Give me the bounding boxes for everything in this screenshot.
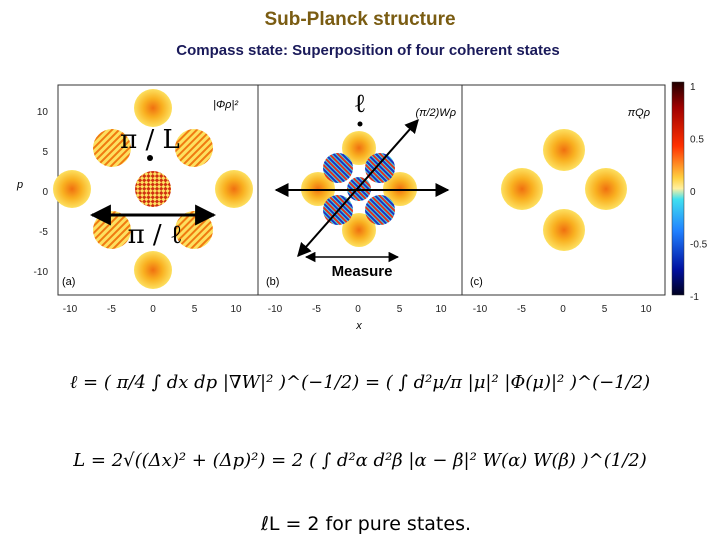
- y-tick-label: 0: [42, 187, 48, 198]
- annotation: π / ℓ: [128, 220, 183, 250]
- panel-a-image: [53, 89, 253, 289]
- annotation: Measure: [332, 263, 393, 280]
- x-tick-label: -5: [312, 304, 321, 315]
- annotation: π / L: [120, 125, 180, 155]
- x-tick-label: -10: [473, 304, 488, 315]
- panel-label: (a): [62, 276, 75, 288]
- x-tick-label: 10: [230, 304, 242, 315]
- x-tick-label: 5: [192, 304, 198, 315]
- colorbar-tick-label: 0.5: [690, 135, 704, 146]
- y-tick-label: -10: [34, 267, 49, 278]
- x-tick-label: -10: [63, 304, 78, 315]
- subtitle: Compass state: Superposition of four coh…: [176, 42, 559, 59]
- panel-c-image: [501, 129, 627, 251]
- y-tick-label: 5: [42, 147, 48, 158]
- y-tick-label: 10: [37, 107, 49, 118]
- equation: ℓ = ( π/4 ∫ dx dp |∇W|² )^(−1/2) = ( ∫ d…: [70, 372, 650, 393]
- annotation: ℓ: [354, 89, 366, 119]
- x-tick-label: 5: [397, 304, 403, 315]
- equation: ℓL = 2 for pure states.: [260, 513, 471, 535]
- panel-quantity: πQρ: [628, 107, 650, 119]
- x-tick-label: -5: [517, 304, 526, 315]
- x-tick-label: 5: [602, 304, 608, 315]
- x-axis-label: x: [355, 320, 362, 332]
- colorbar-tick-label: -0.5: [690, 240, 708, 251]
- panel-quantity: |Φρ|²: [213, 99, 238, 111]
- panel-label: (b): [266, 276, 279, 288]
- y-axis-label: p: [16, 179, 23, 191]
- colorbar-tick-label: -1: [690, 292, 699, 303]
- dot: [147, 155, 153, 161]
- x-tick-label: 10: [640, 304, 652, 315]
- x-tick-label: -10: [268, 304, 283, 315]
- x-tick-label: 0: [560, 304, 566, 315]
- panel-quantity: (π/2)Wρ: [415, 107, 456, 119]
- y-tick-label: -5: [39, 227, 48, 238]
- x-tick-label: -5: [107, 304, 116, 315]
- figure: π / L π / ℓ ℓ Measure |Φρ|² (π/2)Wρ πQρ …: [16, 81, 685, 332]
- colorbar-tick-label: 0: [690, 187, 696, 198]
- panel-label: (c): [470, 276, 483, 288]
- panel-frame: [461, 84, 666, 296]
- title: Sub-Planck structure: [264, 9, 455, 30]
- equation: L = 2√((Δx)² + (Δp)²) = 2 ( ∫ d²α d²β |α…: [72, 450, 647, 471]
- x-tick-label: 0: [150, 304, 156, 315]
- x-tick-label: 10: [435, 304, 447, 315]
- colorbar: [671, 81, 685, 296]
- arrow: [297, 118, 419, 258]
- x-tick-label: 0: [355, 304, 361, 315]
- colorbar-tick-label: 1: [690, 82, 696, 93]
- dot: [357, 121, 363, 127]
